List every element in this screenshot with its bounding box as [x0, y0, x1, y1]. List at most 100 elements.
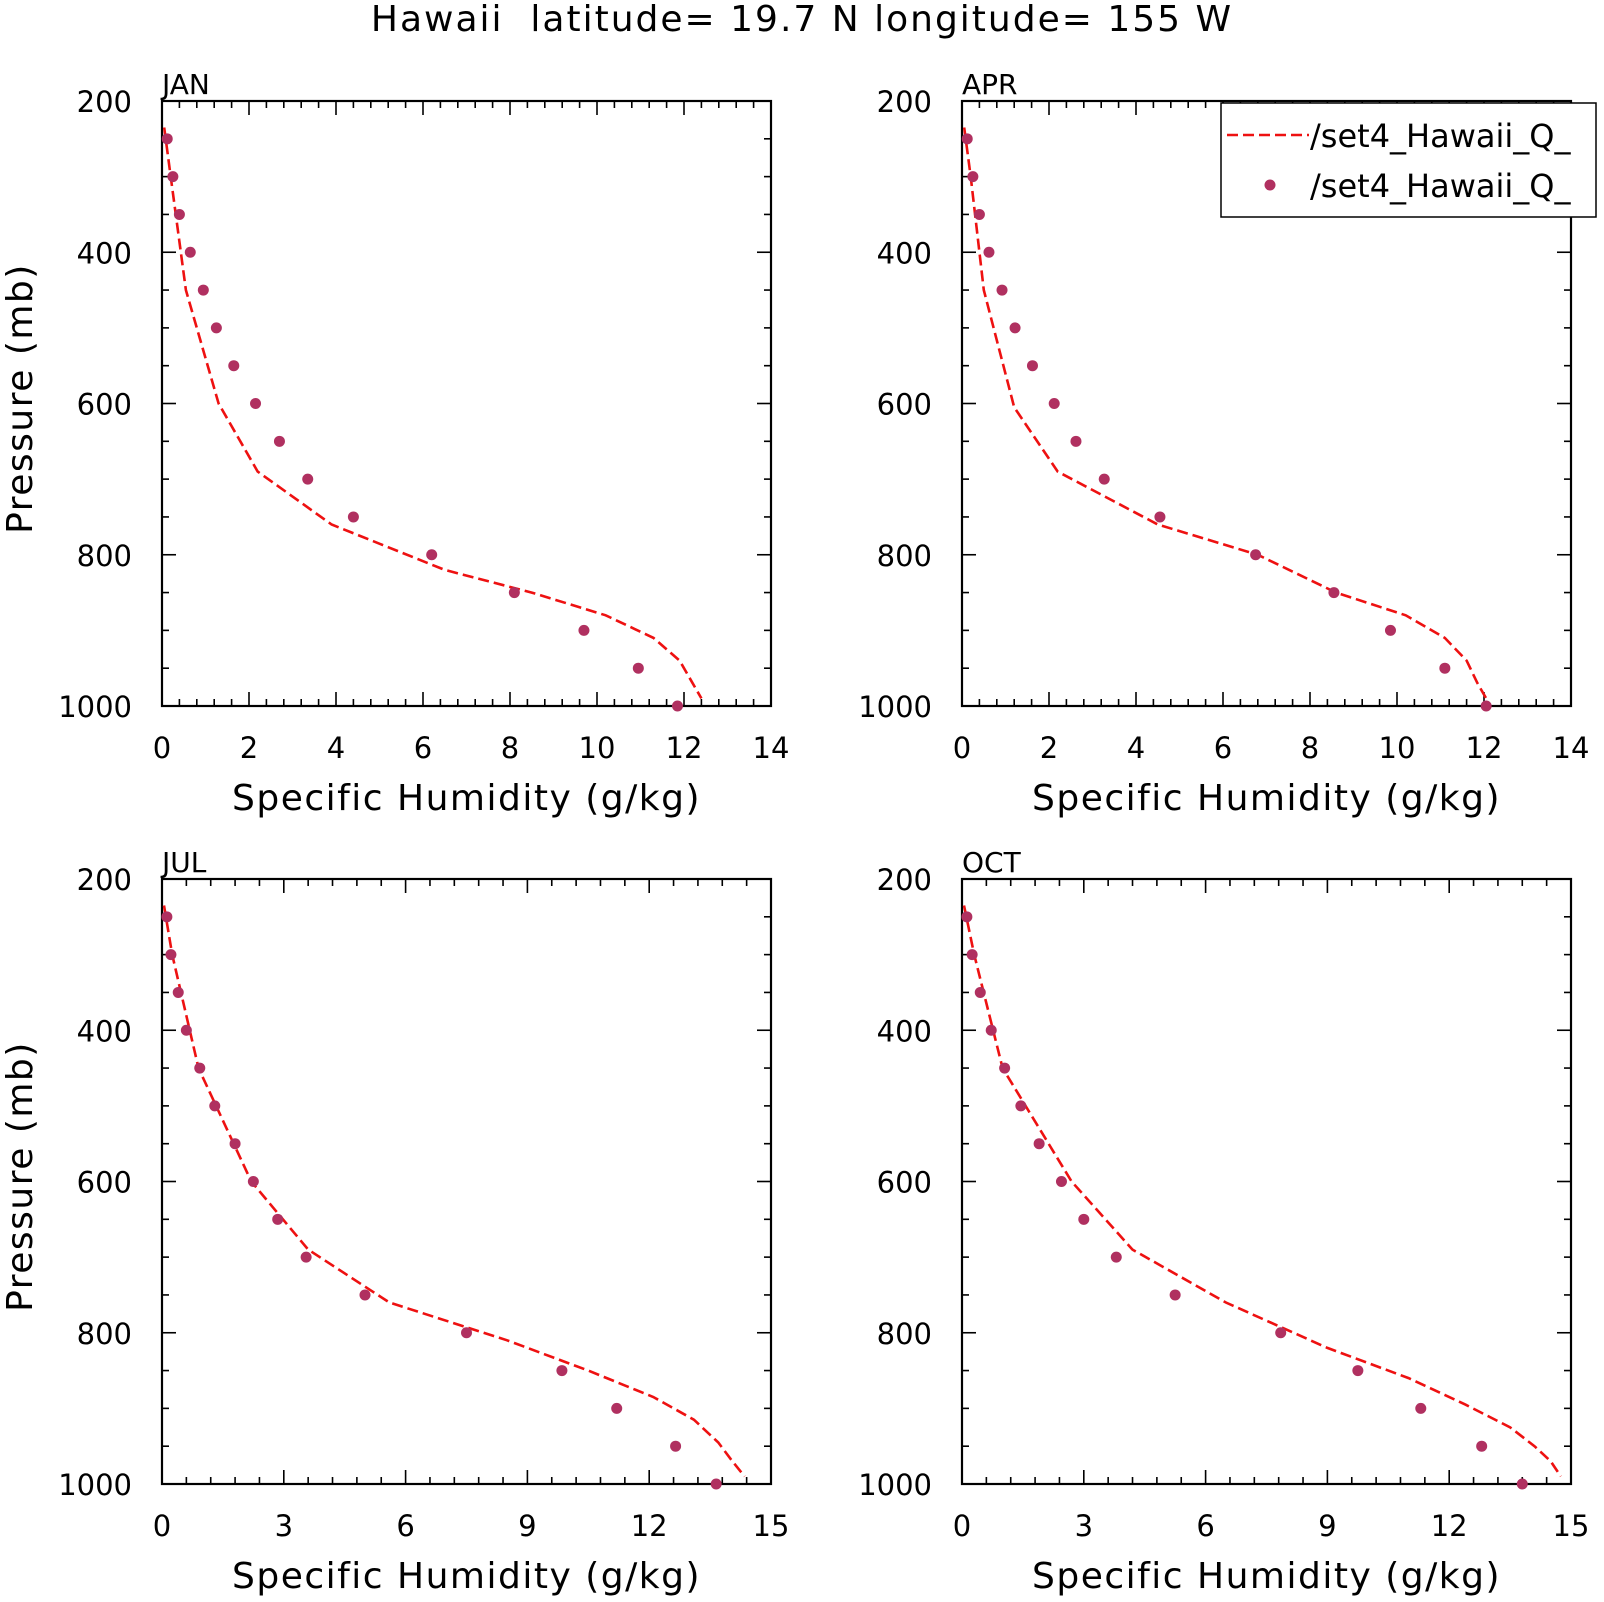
- data-point: [180, 1024, 192, 1036]
- legend-label-dots: /set4_Hawaii_Q_: [1310, 167, 1571, 205]
- x-tick-label: 0: [153, 1509, 171, 1543]
- y-tick-label: 1000: [58, 1468, 132, 1502]
- data-point: [1033, 1138, 1045, 1150]
- data-point: [173, 208, 185, 220]
- x-tick-label: 3: [275, 1509, 293, 1543]
- data-point: [273, 435, 285, 447]
- data-point: [961, 911, 973, 923]
- data-point: [302, 473, 314, 485]
- x-tick-label: 0: [953, 731, 971, 765]
- data-point: [1384, 624, 1396, 636]
- x-tick-label: 14: [1553, 731, 1590, 765]
- data-point: [247, 1176, 259, 1187]
- data-point: [973, 208, 985, 220]
- data-point: [556, 1365, 568, 1377]
- panel-label: APR: [962, 68, 1018, 101]
- data-point: [228, 360, 240, 372]
- legend: /set4_Hawaii_Q_ /set4_Hawaii_Q_: [1220, 102, 1597, 218]
- y-tick-label: 400: [877, 236, 932, 270]
- x-tick-label: 0: [153, 731, 171, 765]
- y-tick-label: 800: [877, 539, 932, 573]
- data-point: [611, 1402, 623, 1414]
- x-tick-label: 14: [753, 731, 790, 765]
- series-line: [162, 127, 703, 700]
- data-point: [161, 133, 173, 145]
- y-tick-label: 600: [77, 1166, 132, 1200]
- data-point: [974, 986, 986, 998]
- data-point: [983, 246, 995, 258]
- data-point: [1415, 1402, 1427, 1414]
- data-point: [996, 284, 1008, 296]
- x-tick-label: 10: [1379, 731, 1416, 765]
- x-axis-label: Specific Humidity (g/kg): [232, 1556, 701, 1597]
- data-point: [184, 246, 196, 258]
- panel-jul: 0 3 6 9 12 15 200 400 600 800 1000 JUL Specific Humi…: [0, 846, 789, 1597]
- y-tick-label: 400: [877, 1014, 932, 1048]
- y-tick-label: 400: [77, 236, 132, 270]
- data-point: [1275, 1327, 1287, 1339]
- y-tick-label: 600: [877, 388, 932, 422]
- data-point: [1516, 1478, 1528, 1490]
- x-tick-label: 12: [1466, 731, 1503, 765]
- data-point: [508, 587, 520, 599]
- y-tick-label: 600: [877, 1166, 932, 1200]
- data-point: [1439, 662, 1451, 674]
- y-tick-label: 800: [77, 539, 132, 573]
- x-tick-label: 6: [1214, 731, 1232, 765]
- x-tick-label: 6: [396, 1509, 414, 1543]
- series-line: [962, 905, 1562, 1478]
- x-tick-label: 15: [753, 1509, 790, 1543]
- data-point: [966, 949, 978, 961]
- series-line: [162, 905, 746, 1478]
- x-tick-label: 6: [1196, 1509, 1214, 1543]
- data-point: [1009, 322, 1021, 334]
- data-point: [1352, 1365, 1364, 1377]
- x-tick-label: 9: [1318, 1509, 1336, 1543]
- y-axis-label: Pressure (mb): [0, 1041, 41, 1312]
- x-tick-label: 3: [1075, 1509, 1093, 1543]
- y-tick-label: 1000: [858, 1468, 932, 1502]
- y-tick-label: 800: [77, 1317, 132, 1351]
- panel-label: JUL: [160, 846, 207, 879]
- data-point: [426, 549, 438, 561]
- data-point: [1015, 1100, 1027, 1112]
- y-tick-label: 200: [77, 85, 132, 119]
- y-tick-label: 400: [77, 1014, 132, 1048]
- data-point: [161, 911, 173, 923]
- data-point: [632, 662, 644, 674]
- data-point: [250, 398, 262, 409]
- data-point: [1048, 398, 1060, 409]
- plot-frame: [960, 877, 1573, 1486]
- y-tick-label: 200: [877, 863, 932, 897]
- data-point: [1070, 435, 1082, 447]
- data-point: [1476, 1440, 1488, 1452]
- x-tick-label: 12: [631, 1509, 668, 1543]
- panel-jan: 0 2 4 6 8 10 12 14 200 400 600 800 1000 JAN Specific H…: [0, 68, 789, 819]
- y-tick-label: 200: [77, 863, 132, 897]
- data-point: [985, 1024, 997, 1036]
- data-point: [210, 322, 222, 334]
- data-point: [461, 1327, 472, 1339]
- x-tick-label: 9: [518, 1509, 536, 1543]
- x-tick-label: 4: [327, 731, 345, 765]
- data-point: [1154, 511, 1166, 523]
- data-point: [1026, 360, 1038, 372]
- data-point: [229, 1138, 241, 1150]
- data-point: [167, 171, 179, 183]
- legend-box: [1220, 102, 1597, 218]
- data-point: [961, 133, 973, 145]
- data-point: [165, 949, 177, 961]
- x-tick-label: 0: [953, 1509, 971, 1543]
- x-axis-label: Specific Humidity (g/kg): [1032, 778, 1501, 819]
- data-point: [1078, 1213, 1090, 1225]
- y-axis-label: Pressure (mb): [0, 263, 41, 534]
- x-tick-label: 2: [240, 731, 258, 765]
- panel-apr: 0 2 4 6 8 10 12 14 200 400 600 800 1000 APR Specific H…: [858, 68, 1589, 819]
- legend-label-line: /set4_Hawaii_Q_: [1310, 117, 1571, 155]
- data-point: [197, 284, 209, 296]
- data-point: [967, 171, 979, 183]
- data-point: [300, 1251, 312, 1263]
- data-point: [209, 1100, 221, 1112]
- data-point: [710, 1478, 722, 1490]
